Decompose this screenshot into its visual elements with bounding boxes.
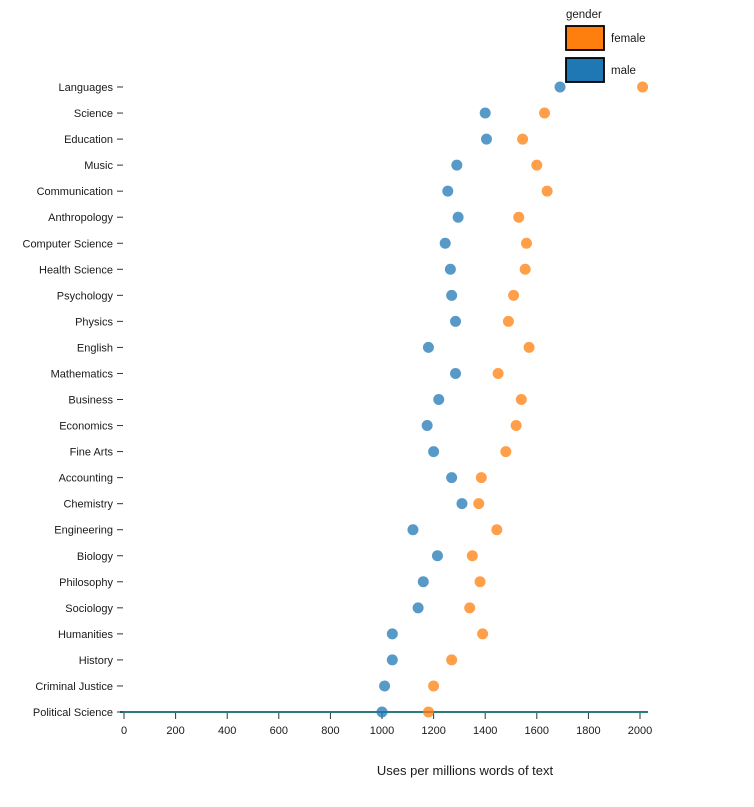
dot-male-languages: [554, 81, 566, 93]
dot-male-sociology: [412, 602, 424, 614]
y-category-label: Science: [74, 108, 113, 120]
dot-male-chemistry: [456, 498, 468, 510]
dot-male-health-science: [444, 263, 456, 275]
x-tick-label: 1200: [421, 725, 445, 737]
dot-male-communication: [442, 185, 454, 197]
y-category-label: Mathematics: [51, 368, 114, 380]
dot-male-political-science: [376, 706, 388, 718]
y-category-label: Sociology: [65, 603, 113, 615]
dot-female-humanities: [477, 628, 489, 640]
dot-male-fine-arts: [428, 446, 440, 458]
y-category-label: Business: [68, 395, 113, 407]
y-category-label: Philosophy: [59, 577, 113, 589]
dot-male-engineering: [407, 524, 419, 536]
dot-male-education: [480, 133, 492, 145]
dot-male-english: [422, 341, 434, 353]
y-category-label: English: [77, 342, 113, 354]
dot-female-accounting: [475, 472, 487, 484]
dot-female-science: [539, 107, 551, 119]
dot-male-physics: [450, 315, 462, 327]
x-tick-label: 800: [321, 725, 339, 737]
dot-male-history: [386, 654, 398, 666]
x-tick-label: 1000: [370, 725, 394, 737]
y-category-label: Music: [84, 160, 113, 172]
y-category-label: Education: [64, 134, 113, 146]
dot-male-psychology: [446, 289, 458, 301]
dot-male-economics: [421, 420, 433, 432]
y-category-label: Political Science: [33, 707, 113, 719]
dot-female-criminal-justice: [428, 680, 440, 692]
y-category-label: Physics: [75, 316, 113, 328]
legend-label-female: female: [611, 33, 646, 45]
dot-female-education: [517, 133, 529, 145]
dot-female-economics: [510, 420, 522, 432]
dot-female-history: [446, 654, 458, 666]
y-category-label: Communication: [37, 186, 113, 198]
dot-female-computer-science: [520, 237, 532, 249]
y-category-label: Languages: [59, 82, 114, 94]
y-category-label: Engineering: [54, 525, 113, 537]
legend-swatch-male: [565, 57, 605, 83]
dot-female-communication: [541, 185, 553, 197]
dot-female-music: [531, 159, 543, 171]
x-axis-title: Uses per millions words of text: [377, 763, 554, 778]
x-tick-label: 200: [166, 725, 184, 737]
x-tick-label: 2000: [628, 725, 652, 737]
dot-female-languages: [637, 81, 649, 93]
dot-male-science: [479, 107, 491, 119]
legend-title: gender: [566, 9, 602, 21]
y-category-label: Anthropology: [48, 212, 113, 224]
dot-male-anthropology: [452, 211, 464, 223]
dot-female-biology: [466, 550, 478, 562]
dot-male-criminal-justice: [379, 680, 391, 692]
y-category-label: Health Science: [39, 264, 113, 276]
legend-label-male: male: [611, 65, 636, 77]
dot-male-music: [451, 159, 463, 171]
x-tick-label: 400: [218, 725, 236, 737]
dot-female-political-science: [422, 706, 434, 718]
x-tick-label: 1600: [525, 725, 549, 737]
dot-male-accounting: [446, 472, 458, 484]
dot-female-engineering: [491, 524, 503, 536]
dot-female-psychology: [508, 289, 520, 301]
x-tick-label: 600: [270, 725, 288, 737]
y-category-label: Biology: [77, 551, 114, 563]
dot-female-business: [515, 394, 527, 405]
y-category-label: Psychology: [57, 290, 114, 302]
dot-female-anthropology: [513, 211, 525, 223]
legend-swatch-female: [565, 25, 605, 51]
dot-female-english: [523, 341, 535, 353]
y-category-label: Chemistry: [63, 499, 113, 511]
y-category-label: Economics: [59, 421, 113, 433]
y-category-label: History: [79, 655, 114, 667]
dot-male-business: [433, 394, 445, 405]
dot-female-health-science: [519, 263, 531, 275]
y-category-label: Fine Arts: [70, 447, 114, 459]
dot-female-chemistry: [473, 498, 485, 510]
dot-female-philosophy: [474, 576, 486, 588]
dot-male-humanities: [386, 628, 398, 640]
y-category-label: Humanities: [58, 629, 114, 641]
dot-male-philosophy: [417, 576, 429, 588]
dot-male-computer-science: [439, 237, 451, 249]
dot-female-physics: [502, 315, 514, 327]
dot-female-mathematics: [492, 367, 504, 379]
y-category-label: Computer Science: [23, 238, 114, 250]
x-tick-label: 1800: [576, 725, 600, 737]
dot-female-sociology: [464, 602, 476, 614]
dot-male-mathematics: [450, 367, 462, 379]
y-category-label: Criminal Justice: [35, 681, 113, 693]
y-category-label: Accounting: [59, 473, 113, 485]
x-tick-label: 0: [121, 725, 127, 737]
dot-male-biology: [431, 550, 443, 562]
x-tick-label: 1400: [473, 725, 497, 737]
dot-female-fine-arts: [500, 446, 512, 458]
